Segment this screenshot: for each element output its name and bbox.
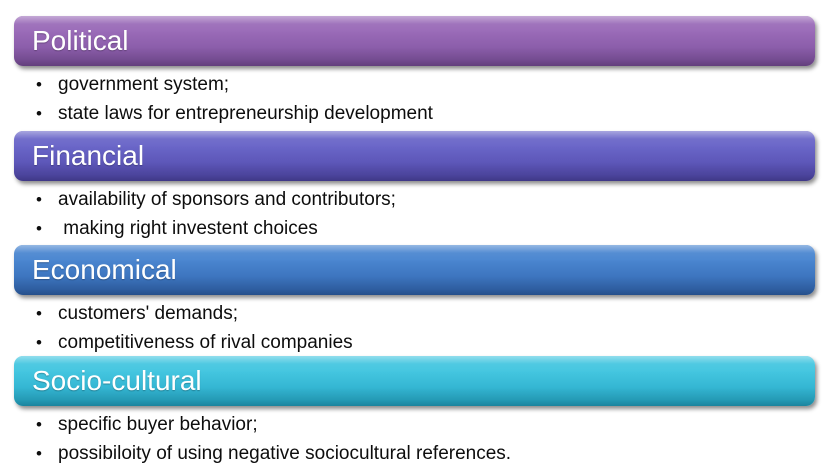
bullet-point-icon: •: [36, 444, 42, 463]
section-title-socio-cultural: Socio-cultural: [32, 365, 202, 396]
section-title-political: Political: [32, 25, 129, 56]
section-header-bar-economical[interactable]: Economical: [14, 245, 815, 295]
list-item-text: customers' demands;: [58, 303, 238, 324]
bullet-point-icon: •: [36, 333, 42, 352]
list-item-text: state laws for entrepreneurship developm…: [58, 103, 433, 124]
list-item: • availability of sponsors and contribut…: [0, 185, 790, 214]
bullet-list-financial: • availability of sponsors and contribut…: [0, 185, 790, 243]
list-item: • government system;: [0, 70, 790, 99]
bullet-list-economical: • customers' demands; • competitiveness …: [0, 299, 790, 357]
section-header-bar-socio-cultural[interactable]: Socio-cultural: [14, 356, 815, 406]
list-item: • possibiloity of using negative sociocu…: [0, 439, 790, 468]
section-header-bar-political[interactable]: Political: [14, 16, 815, 66]
bullet-point-icon: •: [36, 104, 42, 123]
bar-gloss-overlay: [14, 16, 815, 66]
list-item-text: specific buyer behavior;: [58, 414, 258, 435]
bullet-list-political: • government system; • state laws for en…: [0, 70, 790, 128]
section-title-economical: Economical: [32, 254, 177, 285]
list-item: • making right investent choices: [0, 214, 790, 243]
list-item-text: government system;: [58, 74, 230, 95]
section-header-bar-financial[interactable]: Financial: [14, 131, 815, 181]
list-item: • customers' demands;: [0, 299, 790, 328]
bullet-point-icon: •: [36, 415, 42, 434]
section-title-financial: Financial: [32, 140, 145, 171]
list-item-text: making right investent choices: [58, 218, 318, 239]
bullet-point-icon: •: [36, 75, 42, 94]
bullet-list-socio-cultural: • specific buyer behavior; • possibiloit…: [0, 410, 790, 468]
list-item: • state laws for entrepreneurship develo…: [0, 99, 790, 128]
list-item: • competitiveness of rival companies: [0, 328, 790, 357]
bullet-point-icon: •: [36, 219, 42, 238]
list-item-text: competitiveness of rival companies: [58, 332, 353, 353]
bullet-point-icon: •: [36, 304, 42, 323]
list-item-text: possibiloity of using negative sociocult…: [58, 443, 512, 464]
list-item: • specific buyer behavior;: [0, 410, 790, 439]
bullet-point-icon: •: [36, 190, 42, 209]
list-item-text: availability of sponsors and contributor…: [58, 189, 396, 210]
